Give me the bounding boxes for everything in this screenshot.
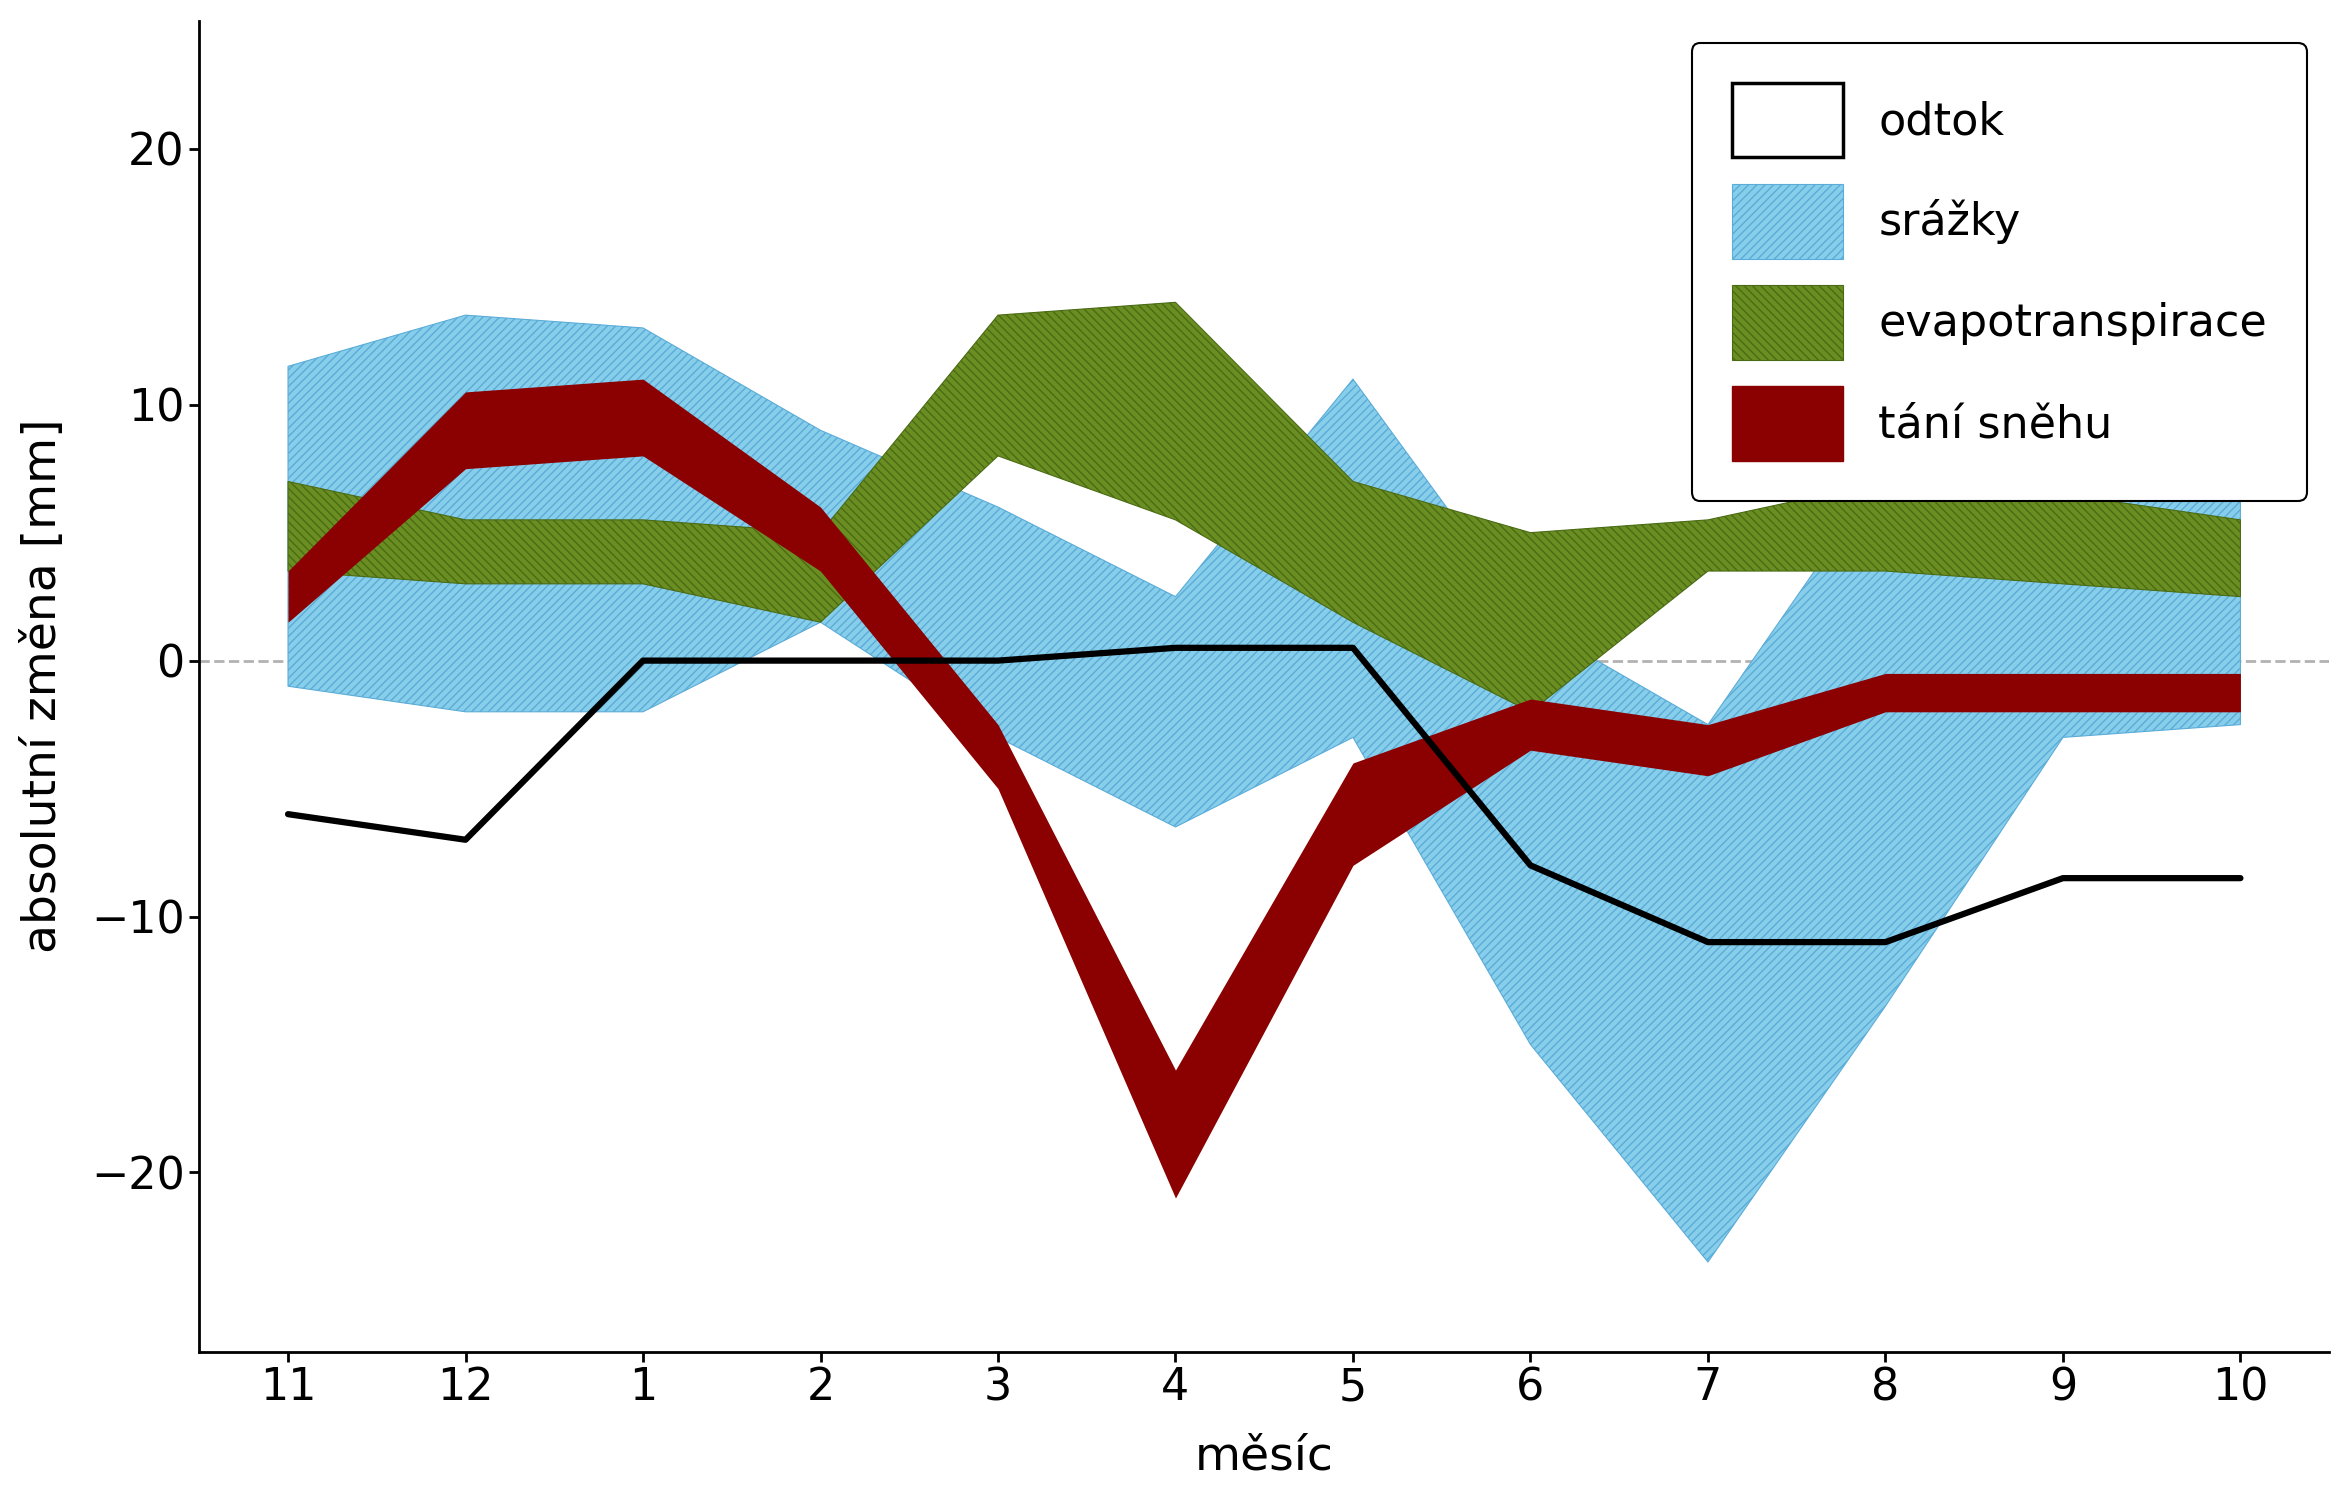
X-axis label: měsíc: měsíc — [1194, 1434, 1335, 1479]
Y-axis label: absolutní změna [mm]: absolutní změna [mm] — [21, 419, 66, 954]
Legend: odtok, srážky, evapotranspirace, tání sněhu: odtok, srážky, evapotranspirace, tání sn… — [1692, 44, 2308, 501]
